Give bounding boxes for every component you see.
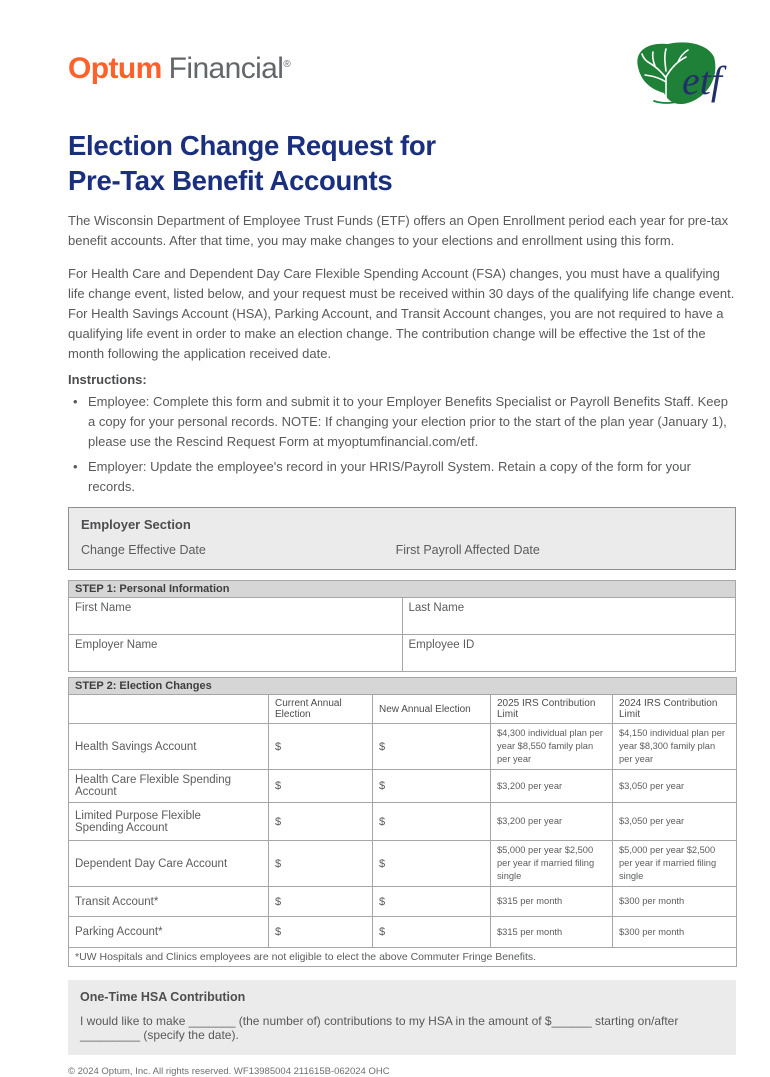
optum-financial-logo: Optum Financial®	[68, 52, 291, 86]
limit-2025-cell: $3,200 per year	[490, 802, 613, 842]
limit-2024-cell: $5,000 per year $2,500 per year if marri…	[611, 840, 738, 888]
employer-section-title: Employer Section	[81, 517, 191, 532]
etf-ground-line	[653, 100, 681, 104]
current-election-cell[interactable]: $	[268, 916, 373, 949]
etf-tree-icon	[641, 48, 689, 99]
current-election-cell[interactable]: $	[268, 802, 373, 842]
intro-paragraph-1: The Wisconsin Department of Employee Tru…	[68, 213, 729, 248]
one-time-hsa-title: One-Time HSA Contribution	[80, 990, 246, 1005]
first-payroll-affected-date-field[interactable]: First Payroll Affected Date	[395, 543, 540, 557]
limit-2024-cell: $4,150 individual plan per year $8,300 f…	[611, 722, 738, 771]
table-row-hsa: Health Savings Account $ $ $4,300 indivi…	[68, 722, 738, 771]
instructions-heading: Instructions:	[68, 372, 147, 387]
table-row-dependent-day-care: Dependent Day Care Account $ $ $5,000 pe…	[68, 840, 738, 888]
limit-2025-cell: $315 per month	[490, 886, 613, 918]
change-effective-date-field[interactable]: Change Effective Date	[81, 543, 206, 557]
step2-header: STEP 2: Election Changes	[67, 677, 738, 695]
first-name-field[interactable]: First Name	[68, 597, 403, 635]
column-header-2024-irs-limit: 2024 IRS Contribution Limit	[611, 694, 738, 724]
current-election-cell[interactable]: $	[268, 886, 373, 918]
commuter-footnote: *UW Hospitals and Clinics employees are …	[67, 947, 738, 968]
account-label: Transit Account*	[68, 886, 269, 918]
limit-2024-cell: $3,050 per year	[611, 802, 738, 842]
new-election-cell[interactable]: $	[372, 916, 491, 949]
etf-logo: etf	[630, 38, 736, 115]
form-page: Optum Financial® etf Elect	[0, 0, 770, 1024]
optum-wordmark: Optum	[68, 52, 162, 85]
new-election-cell[interactable]: $	[372, 722, 491, 771]
column-header-current-annual-election: Current Annual Election	[268, 694, 373, 724]
instruction-employee: Employee: Complete this form and submit …	[68, 392, 736, 452]
current-election-cell[interactable]: $	[268, 840, 373, 888]
new-election-cell[interactable]: $	[372, 886, 491, 918]
page-title-line1: Election Change Request for	[68, 130, 436, 161]
step1-personal-information-table: STEP 1: Personal Information First Name …	[68, 580, 736, 672]
last-name-field[interactable]: Last Name	[401, 597, 736, 635]
new-election-cell[interactable]: $	[372, 840, 491, 888]
table-row-footnote: *UW Hospitals and Clinics employees are …	[67, 947, 738, 968]
new-election-cell[interactable]: $	[372, 769, 491, 804]
column-header-new-annual-election: New Annual Election	[372, 694, 491, 724]
intro-paragraph-2: For Health Care and Dependent Day Care F…	[68, 266, 735, 361]
new-election-cell[interactable]: $	[372, 802, 491, 842]
limit-2024-cell: $300 per month	[611, 886, 738, 918]
step1-header: STEP 1: Personal Information	[68, 580, 736, 598]
account-label: Dependent Day Care Account	[68, 840, 269, 888]
limit-2025-cell: $315 per month	[490, 916, 613, 949]
instruction-employer: Employer: Update the employee's record i…	[68, 457, 736, 497]
account-label: Limited Purpose Flexible Spending Accoun…	[68, 802, 269, 842]
account-label: Health Savings Account	[68, 722, 269, 771]
table-row-parking: Parking Account* $ $ $315 per month $300…	[68, 916, 738, 949]
limit-2025-cell: $3,200 per year	[490, 769, 613, 804]
page-title: Election Change Request for Pre-Tax Bene…	[68, 128, 736, 198]
current-election-cell[interactable]: $	[268, 722, 373, 771]
etf-wordmark: etf	[682, 58, 727, 103]
account-label: Parking Account*	[68, 916, 269, 949]
table-row-transit: Transit Account* $ $ $315 per month $300…	[68, 886, 738, 918]
limit-2024-cell: $3,050 per year	[611, 769, 738, 804]
header: Optum Financial® etf	[68, 36, 736, 110]
limit-2025-cell: $5,000 per year $2,500 per year if marri…	[490, 840, 613, 888]
financial-wordmark: Financial	[168, 52, 284, 85]
limit-2024-cell: $300 per month	[611, 916, 738, 949]
etf-leaf-shape	[637, 42, 716, 105]
column-header-2025-irs-limit: 2025 IRS Contribution Limit	[490, 694, 613, 724]
one-time-hsa-box: One-Time HSA Contribution I would like t…	[68, 980, 736, 1056]
employer-name-field[interactable]: Employer Name	[68, 634, 403, 672]
table-row-limited-purpose-fsa: Limited Purpose Flexible Spending Accoun…	[68, 802, 738, 842]
table-row-health-care-fsa: Health Care Flexible Spending Account $ …	[68, 769, 738, 804]
current-election-cell[interactable]: $	[268, 769, 373, 804]
etf-logo-graphic: etf	[637, 42, 727, 105]
employer-section-box: Employer Section Change Effective Date F…	[68, 507, 736, 570]
step2-election-changes-table: STEP 2: Election Changes Current Annual …	[67, 677, 738, 968]
copyright-footer: © 2024 Optum, Inc. All rights reserved. …	[68, 1066, 390, 1077]
one-time-hsa-text: I would like to make _______ (the number…	[80, 1014, 679, 1043]
registered-trademark-icon: ®	[283, 59, 291, 70]
page-title-line2: Pre-Tax Benefit Accounts	[68, 165, 393, 196]
column-header-blank	[68, 694, 269, 724]
employee-id-field[interactable]: Employee ID	[401, 634, 736, 672]
account-label: Health Care Flexible Spending Account	[68, 769, 269, 804]
instructions-list: Employee: Complete this form and submit …	[68, 392, 736, 497]
limit-2025-cell: $4,300 individual plan per year $8,550 f…	[490, 722, 613, 771]
